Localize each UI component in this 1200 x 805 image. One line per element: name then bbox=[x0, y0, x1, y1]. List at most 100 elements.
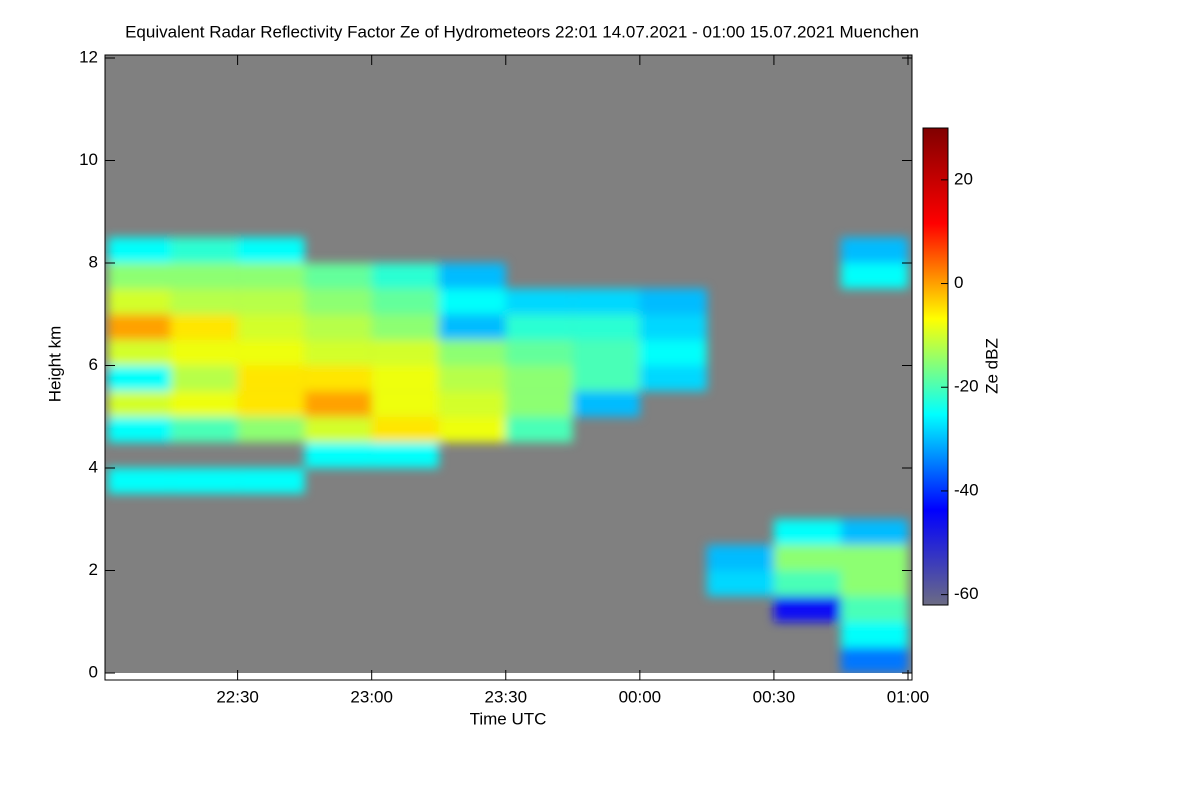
heatmap-cell bbox=[108, 263, 171, 289]
heatmap-cell bbox=[505, 365, 573, 392]
heatmap-cell bbox=[773, 544, 841, 571]
heatmap-cell bbox=[572, 391, 640, 417]
heatmap-cell bbox=[773, 596, 841, 622]
heatmap-cell bbox=[840, 519, 908, 545]
heatmap-cell bbox=[706, 544, 774, 571]
heatmap-cell bbox=[170, 314, 238, 340]
heatmap-cell bbox=[505, 314, 573, 340]
heatmap-cell bbox=[371, 288, 439, 315]
colorbar bbox=[922, 127, 949, 606]
heatmap-cell bbox=[438, 314, 506, 340]
heatmap-cell bbox=[706, 570, 774, 597]
heatmap-cell bbox=[108, 416, 171, 443]
x-tick-label: 00:30 bbox=[753, 687, 796, 706]
colorbar-tick-label: -60 bbox=[954, 584, 979, 603]
heatmap-cell bbox=[572, 288, 640, 315]
heatmap-cell bbox=[371, 314, 439, 340]
y-tick-label: 6 bbox=[89, 355, 98, 374]
heatmap-cell bbox=[304, 314, 372, 340]
heatmap-cell bbox=[639, 314, 707, 340]
heatmap-cell bbox=[108, 339, 171, 366]
heatmap-cell bbox=[304, 416, 372, 443]
x-axis-label: Time UTC bbox=[470, 709, 547, 728]
heatmap-cell bbox=[237, 288, 305, 315]
x-tick-label: 23:00 bbox=[350, 687, 393, 706]
heatmap-cell bbox=[237, 237, 305, 263]
heatmap-cell bbox=[108, 365, 171, 392]
heatmap-cell bbox=[572, 365, 640, 392]
heatmap-cell bbox=[237, 391, 305, 417]
heatmap-cell bbox=[237, 468, 305, 494]
heatmap-cell bbox=[170, 263, 238, 289]
heatmap-cell bbox=[438, 263, 506, 289]
heatmap-cell bbox=[840, 263, 908, 289]
heatmap-cell bbox=[170, 416, 238, 443]
colorbar-tick-label: 0 bbox=[954, 273, 963, 292]
chart-title: Equivalent Radar Reflectivity Factor Ze … bbox=[125, 22, 919, 41]
heatmap-cell bbox=[371, 442, 439, 468]
heatmap-cell bbox=[108, 391, 171, 417]
heatmap-cell bbox=[170, 468, 238, 494]
heatmap-cell bbox=[438, 416, 506, 443]
heatmap-cell bbox=[840, 647, 908, 673]
x-tick-label: 01:00 bbox=[887, 687, 930, 706]
heatmap bbox=[108, 237, 908, 673]
heatmap-cell bbox=[438, 365, 506, 392]
heatmap-cell bbox=[304, 288, 372, 315]
heatmap-cell bbox=[170, 288, 238, 315]
heatmap-cell bbox=[773, 519, 841, 545]
colorbar-tick-label: 20 bbox=[954, 169, 973, 188]
heatmap-cell bbox=[108, 468, 171, 494]
heatmap-cell bbox=[505, 339, 573, 366]
heatmap-cell bbox=[639, 288, 707, 315]
heatmap-cell bbox=[840, 544, 908, 571]
heatmap-cell bbox=[304, 365, 372, 392]
y-tick-label: 10 bbox=[79, 150, 98, 169]
colorbar-tick-label: -40 bbox=[954, 480, 979, 499]
heatmap-cell bbox=[840, 621, 908, 648]
heatmap-cell bbox=[572, 314, 640, 340]
heatmap-cell bbox=[371, 391, 439, 417]
heatmap-cell bbox=[840, 596, 908, 622]
heatmap-cell bbox=[304, 442, 372, 468]
heatmap-cell bbox=[304, 263, 372, 289]
heatmap-cell bbox=[505, 288, 573, 315]
heatmap-cell bbox=[840, 570, 908, 597]
y-axis-label: Height km bbox=[45, 326, 64, 403]
heatmap-cell bbox=[170, 365, 238, 392]
heatmap-cell bbox=[639, 365, 707, 392]
heatmap-cell bbox=[438, 288, 506, 315]
y-tick-label: 0 bbox=[89, 662, 98, 681]
heatmap-cell bbox=[371, 365, 439, 392]
heatmap-cell bbox=[108, 314, 171, 340]
y-tick-label: 8 bbox=[89, 252, 98, 271]
heatmap-cell bbox=[438, 339, 506, 366]
heatmap-cell bbox=[237, 263, 305, 289]
heatmap-cell bbox=[237, 416, 305, 443]
x-tick-label: 23:30 bbox=[484, 687, 527, 706]
heatmap-cell bbox=[237, 365, 305, 392]
y-tick-label: 12 bbox=[79, 47, 98, 66]
heatmap-cell bbox=[170, 391, 238, 417]
heatmap-cell bbox=[237, 314, 305, 340]
heatmap-cell bbox=[304, 391, 372, 417]
y-tick-label: 4 bbox=[89, 457, 98, 476]
heatmap-cell bbox=[840, 237, 908, 263]
heatmap-cell bbox=[304, 339, 372, 366]
x-tick-label: 00:00 bbox=[619, 687, 662, 706]
heatmap-cell bbox=[639, 339, 707, 366]
heatmap-cell bbox=[371, 339, 439, 366]
heatmap-cell bbox=[108, 237, 171, 263]
heatmap-cell bbox=[371, 263, 439, 289]
heatmap-cell bbox=[773, 570, 841, 597]
y-tick-label: 2 bbox=[89, 560, 98, 579]
plot-frame bbox=[104, 54, 913, 681]
heatmap-cell bbox=[170, 237, 238, 263]
heatmap-cell bbox=[371, 416, 439, 443]
colorbar-tick-label: -20 bbox=[954, 377, 979, 396]
heatmap-cell bbox=[438, 391, 506, 417]
heatmap-cell bbox=[505, 416, 573, 443]
colorbar-label: Ze dBZ bbox=[982, 338, 1001, 394]
x-tick-label: 22:30 bbox=[216, 687, 259, 706]
